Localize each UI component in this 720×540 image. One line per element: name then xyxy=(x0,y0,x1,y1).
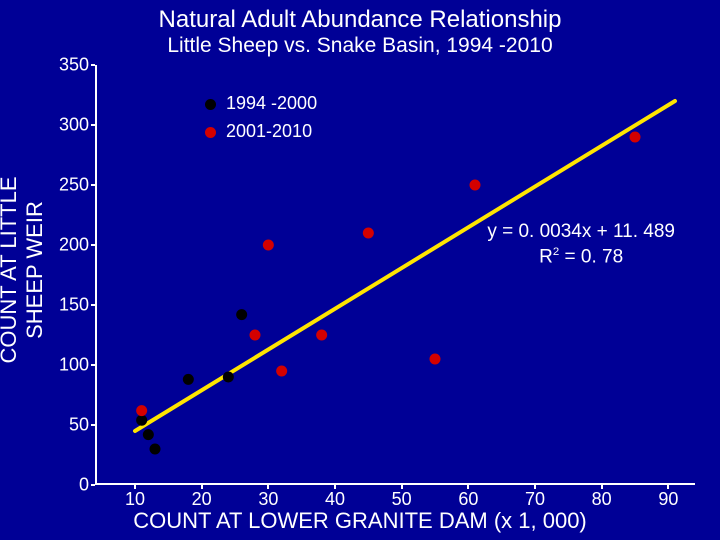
x-tick-mark xyxy=(601,485,603,489)
data-point-series-2 xyxy=(136,405,147,416)
x-tick-label: 40 xyxy=(325,489,345,510)
y-tick-mark xyxy=(91,124,95,126)
chart-page: Natural Adult Abundance Relationship Lit… xyxy=(0,0,720,540)
x-tick-label: 10 xyxy=(125,489,145,510)
x-axis-label: COUNT AT LOWER GRANITE DAM (x 1, 000) xyxy=(0,508,720,534)
y-tick-label: 100 xyxy=(59,355,89,376)
y-tick-mark xyxy=(91,424,95,426)
y-tick-mark xyxy=(91,64,95,66)
data-point-series-1 xyxy=(183,374,194,385)
x-tick-mark xyxy=(667,485,669,489)
x-tick-mark xyxy=(201,485,203,489)
y-tick-mark xyxy=(91,304,95,306)
data-point-series-2 xyxy=(316,330,327,341)
y-tick-label: 0 xyxy=(79,475,89,496)
x-tick-label: 50 xyxy=(392,489,412,510)
data-point-series-1 xyxy=(136,415,147,426)
data-point-series-1 xyxy=(150,444,161,455)
x-tick-label: 90 xyxy=(658,489,678,510)
x-tick-mark xyxy=(534,485,536,489)
y-tick-label: 150 xyxy=(59,295,89,316)
chart-subtitle: Little Sheep vs. Snake Basin, 1994 -2010 xyxy=(0,34,720,58)
x-tick-label: 30 xyxy=(258,489,278,510)
data-point-series-2 xyxy=(276,366,287,377)
y-axis-label: COUNT AT LITTLESHEEP WEIR xyxy=(0,120,48,420)
x-tick-label: 70 xyxy=(525,489,545,510)
data-point-series-1 xyxy=(223,372,234,383)
data-point-series-2 xyxy=(250,330,261,341)
x-tick-label: 60 xyxy=(458,489,478,510)
x-tick-label: 80 xyxy=(592,489,612,510)
plot-svg xyxy=(95,65,695,485)
y-tick-mark xyxy=(91,484,95,486)
x-tick-label: 20 xyxy=(192,489,212,510)
y-tick-label: 200 xyxy=(59,235,89,256)
trendline xyxy=(135,101,675,431)
data-point-series-2 xyxy=(470,180,481,191)
y-tick-mark xyxy=(91,184,95,186)
data-point-series-1 xyxy=(143,429,154,440)
data-point-series-2 xyxy=(363,228,374,239)
data-point-series-2 xyxy=(630,132,641,143)
x-tick-mark xyxy=(401,485,403,489)
data-point-series-2 xyxy=(263,240,274,251)
y-tick-label: 300 xyxy=(59,115,89,136)
data-point-series-2 xyxy=(430,354,441,365)
chart-title: Natural Adult Abundance Relationship xyxy=(0,6,720,34)
x-tick-mark xyxy=(134,485,136,489)
data-point-series-1 xyxy=(236,309,247,320)
x-tick-mark xyxy=(334,485,336,489)
x-tick-mark xyxy=(267,485,269,489)
plot-area: 1994 -2000 2001-2010 y = 0. 0034x + 11. … xyxy=(95,65,695,485)
y-tick-mark xyxy=(91,244,95,246)
x-tick-mark xyxy=(467,485,469,489)
y-tick-label: 250 xyxy=(59,175,89,196)
y-tick-label: 50 xyxy=(69,415,89,436)
y-tick-mark xyxy=(91,364,95,366)
y-tick-label: 350 xyxy=(59,55,89,76)
